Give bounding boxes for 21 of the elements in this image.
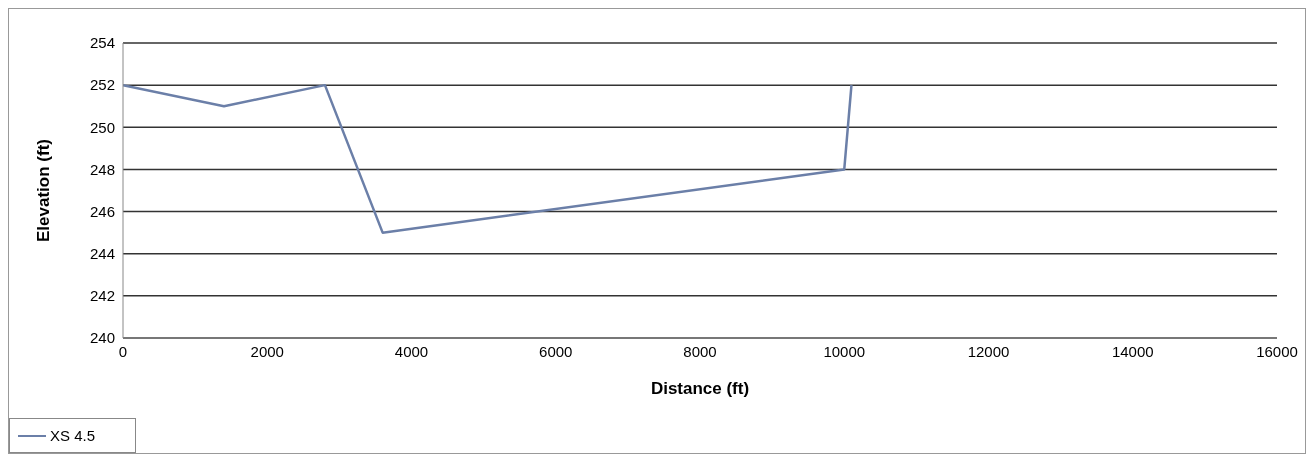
x-tick-label: 14000 (1111, 342, 1154, 360)
x-tick-label: 12000 (967, 342, 1010, 360)
y-tick-label: 244 (89, 245, 115, 263)
x-tick-label: 2000 (250, 342, 284, 360)
x-tick-label: 8000 (683, 342, 717, 360)
x-tick-label: 4000 (394, 342, 429, 360)
y-tick-label: 252 (89, 76, 115, 94)
y-tick-label: 240 (89, 329, 115, 347)
x-tick-label: 0 (118, 342, 128, 360)
y-tick-label: 246 (89, 202, 115, 220)
x-tick-label: 10000 (823, 342, 866, 360)
line-series (123, 83, 853, 234)
x-tick-label: 16000 (1256, 342, 1298, 360)
y-tick-label: 250 (89, 118, 115, 136)
y-axis-title: Elevation (ft) (34, 139, 54, 242)
y-tick-label: 242 (89, 287, 115, 305)
x-tick-label: 6000 (539, 342, 573, 360)
legend-label: XS 4.5 (50, 427, 96, 444)
y-tick-label: 248 (89, 160, 115, 178)
x-axis-title: Distance (ft) (650, 379, 750, 398)
y-tick-label: 254 (89, 34, 115, 52)
